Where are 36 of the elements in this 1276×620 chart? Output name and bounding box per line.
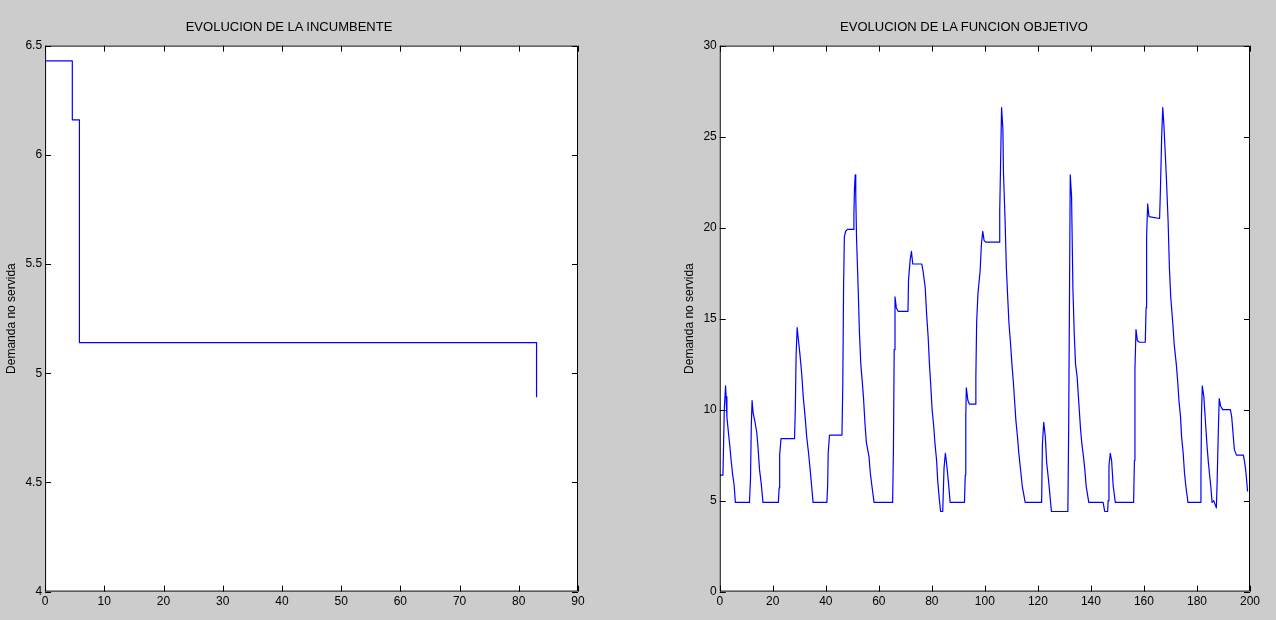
y-tick-label: 6.5 — [25, 37, 43, 52]
x-tick-label: 200 — [1239, 594, 1261, 609]
y-axis-title: Demanda no servida — [681, 262, 696, 374]
x-tick-label: 60 — [393, 594, 408, 609]
x-tick-label: 40 — [819, 594, 833, 609]
y-tick-label: 25 — [703, 128, 718, 143]
y-tick-label: 0 — [710, 583, 718, 598]
x-tick-label: 50 — [334, 594, 349, 609]
chart-title: EVOLUCION DE LA FUNCION OBJETIVO — [840, 19, 1088, 35]
y-tick-label: 5 — [35, 365, 43, 380]
x-tick-label: 80 — [925, 594, 939, 609]
x-tick-label: 80 — [512, 594, 526, 609]
x-tick-label: 160 — [1133, 594, 1155, 609]
x-tick-label: 20 — [766, 594, 780, 609]
x-tick-label: 180 — [1186, 594, 1208, 609]
y-tick-label: 5 — [710, 492, 718, 507]
y-axis-title: Demanda no servida — [3, 262, 18, 374]
x-tick-label: 100 — [974, 594, 996, 609]
x-tick-label: 70 — [452, 594, 467, 609]
x-tick-label: 40 — [275, 594, 289, 609]
y-tick-label: 4 — [35, 583, 43, 598]
x-tick-label: 60 — [872, 594, 886, 609]
y-tick-label: 10 — [703, 401, 718, 416]
y-tick-label: 5.5 — [25, 256, 43, 271]
chart-title: EVOLUCION DE LA INCUMBENTE — [185, 19, 393, 35]
x-tick-label: 90 — [571, 594, 585, 609]
x-tick-label: 140 — [1080, 594, 1102, 609]
x-tick-label: 10 — [97, 594, 112, 609]
x-tick-label: 20 — [156, 594, 171, 609]
y-tick-label: 15 — [703, 310, 718, 325]
y-tick-label: 4.5 — [25, 474, 43, 489]
y-tick-label: 20 — [703, 219, 718, 234]
y-tick-label: 30 — [703, 37, 718, 52]
y-tick-label: 6 — [35, 147, 43, 162]
x-tick-label: 30 — [216, 594, 230, 609]
x-tick-label: 120 — [1027, 594, 1049, 609]
